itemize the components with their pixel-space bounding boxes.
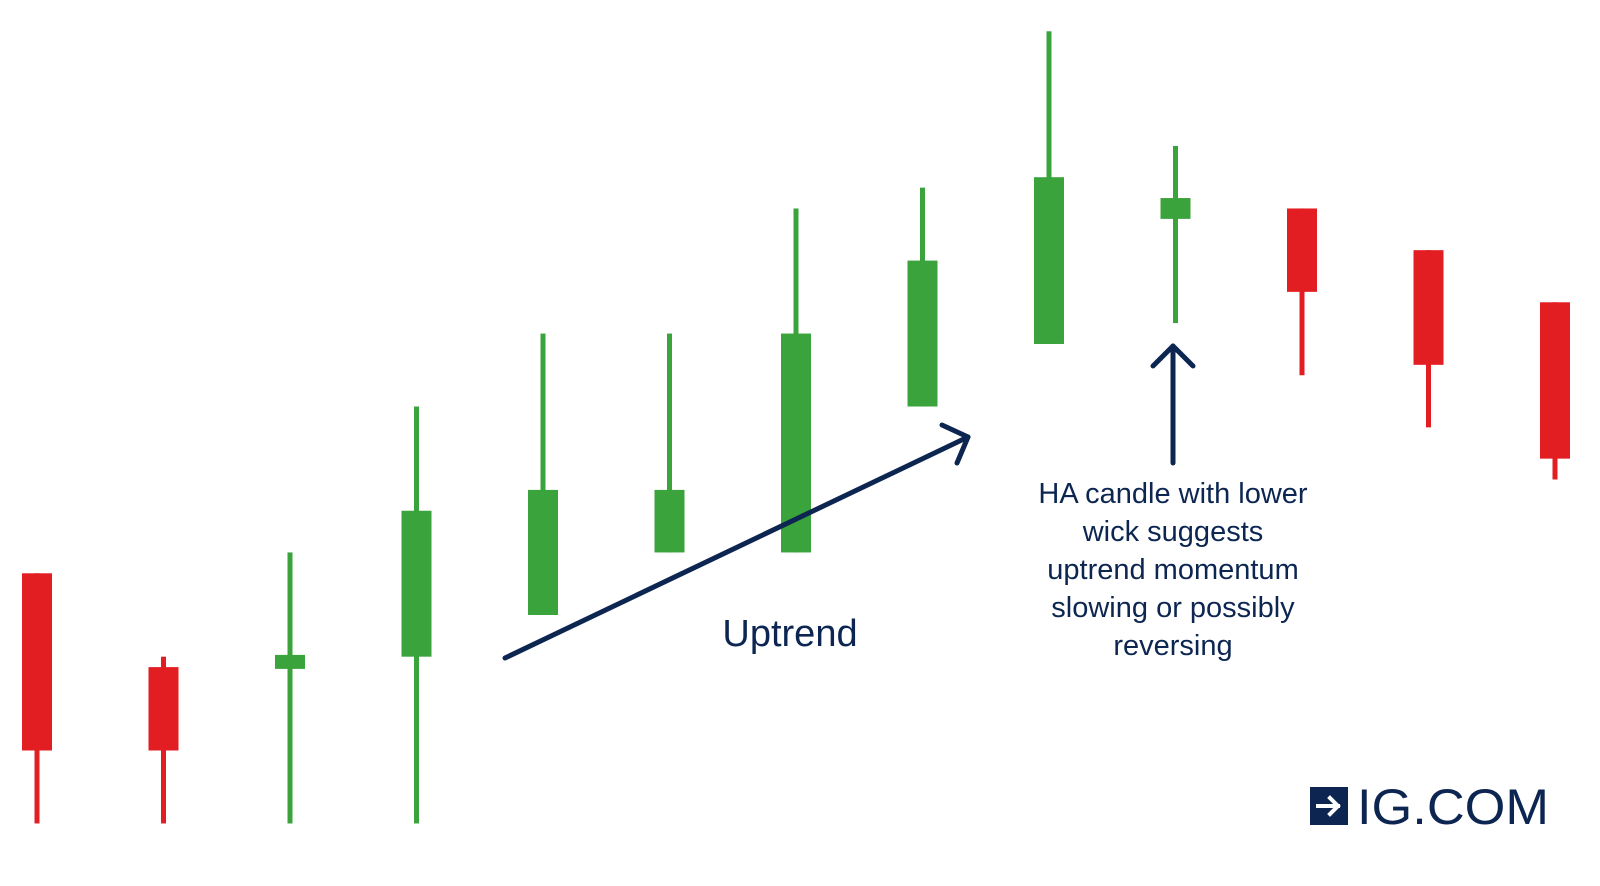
candle [528, 333, 558, 615]
candle-body [1413, 250, 1444, 365]
candle-body [401, 510, 432, 657]
callout-line: slowing or possibly [1051, 592, 1295, 624]
candle-body [1034, 177, 1064, 344]
candle-body [907, 260, 938, 407]
callout-line: HA candle with lower [1038, 478, 1308, 510]
candle-wick [287, 552, 293, 824]
candle-wick [1173, 145, 1178, 324]
callout-arrow [1150, 343, 1196, 466]
candle [1413, 250, 1444, 428]
brand-text: IG.COM [1357, 779, 1549, 835]
candle-body [275, 654, 305, 669]
candle-body [654, 489, 685, 553]
callout-text: HA candle with lower wick suggests uptre… [1038, 478, 1308, 662]
callout-line: reversing [1113, 630, 1232, 662]
candle [1287, 208, 1317, 376]
candle [148, 656, 179, 824]
candle-body [1287, 208, 1317, 292]
brand-logo: IG.COM [1310, 779, 1549, 835]
candle [1160, 145, 1191, 324]
callout-line: uptrend momentum [1047, 554, 1298, 586]
candle-body [22, 573, 52, 751]
candle-wick [667, 333, 672, 553]
candles-group [22, 31, 1570, 824]
uptrend-arrow [502, 422, 971, 661]
candle [1034, 31, 1064, 344]
candle-body [148, 667, 179, 751]
candle-body [1160, 198, 1191, 219]
candle [22, 573, 52, 824]
candle-wick [540, 333, 546, 615]
candle [781, 208, 811, 553]
arrow-right-icon [1310, 787, 1348, 825]
candle [275, 552, 305, 824]
candle [1540, 302, 1570, 480]
candle [654, 333, 685, 553]
candle-body [1540, 302, 1570, 459]
callout-line: wick suggests [1082, 516, 1264, 548]
uptrend-label: Uptrend [722, 613, 857, 655]
candle-body [528, 489, 558, 615]
candle [401, 406, 432, 824]
candle [907, 187, 938, 407]
